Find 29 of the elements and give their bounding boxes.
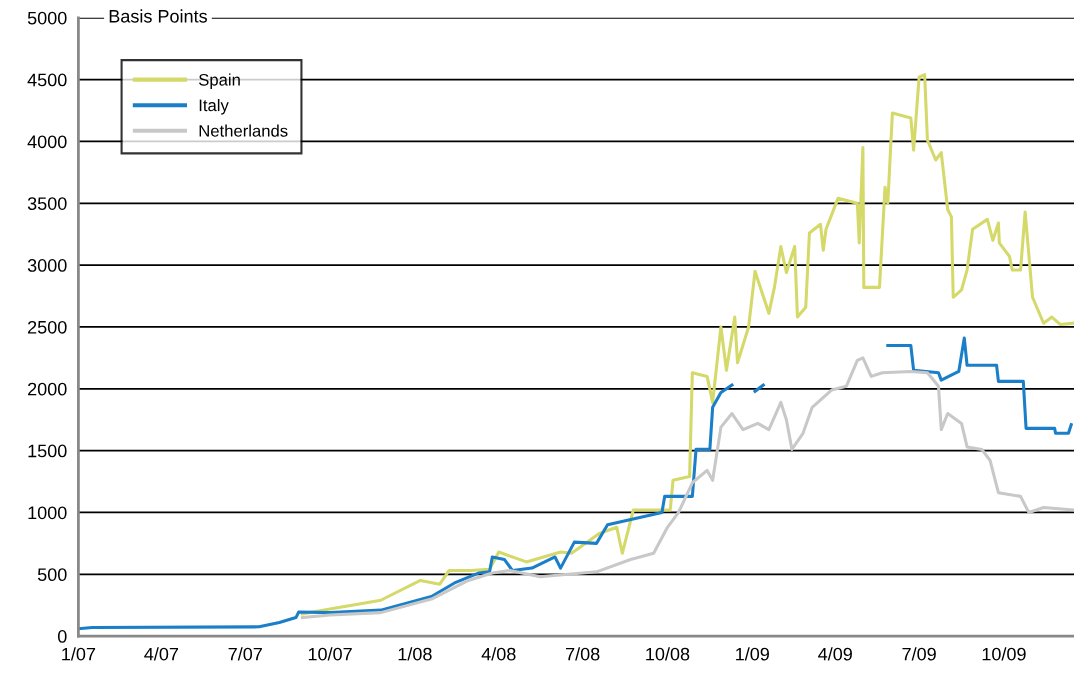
y-tick-label: 2500 [28, 320, 67, 334]
x-tick-label: 1/07 [62, 647, 96, 661]
y-tick-label: 2000 [28, 382, 67, 396]
y-tick-label: 500 [37, 568, 67, 582]
x-tick-label: 1/09 [736, 647, 769, 661]
x-tick-label: 10/07 [308, 647, 352, 661]
legend-label: Italy [199, 99, 229, 115]
line-series [300, 356, 1074, 620]
y-tick-label: 1000 [28, 506, 67, 520]
line-series [300, 73, 1074, 616]
y-tick-label: 3500 [27, 197, 67, 210]
x-tick-label: 10/09 [982, 647, 1026, 661]
x-tick-label: 4/09 [818, 647, 852, 661]
x-tick-label: 1/08 [398, 647, 432, 661]
y-tick-label: 4000 [27, 135, 67, 149]
x-tick-label: 4/08 [481, 647, 516, 661]
y-tick-label: 5000 [27, 11, 67, 25]
x-tick-label: 7/08 [566, 647, 600, 661]
y-axis-title: Basis Points [109, 9, 207, 23]
x-tick-label: 4/07 [144, 647, 179, 661]
legend-label: Netherlands [199, 124, 288, 137]
y-tick-label: 1500 [28, 444, 67, 458]
x-tick-label: 7/09 [902, 647, 936, 661]
y-tick-label: 0 [57, 630, 67, 643]
legend-label: Spain [199, 73, 240, 89]
y-tick-label: 4500 [27, 73, 67, 87]
x-tick-label: 7/07 [228, 647, 262, 661]
x-tick-label: 10/08 [646, 647, 690, 661]
y-tick-label: 3000 [27, 259, 67, 272]
